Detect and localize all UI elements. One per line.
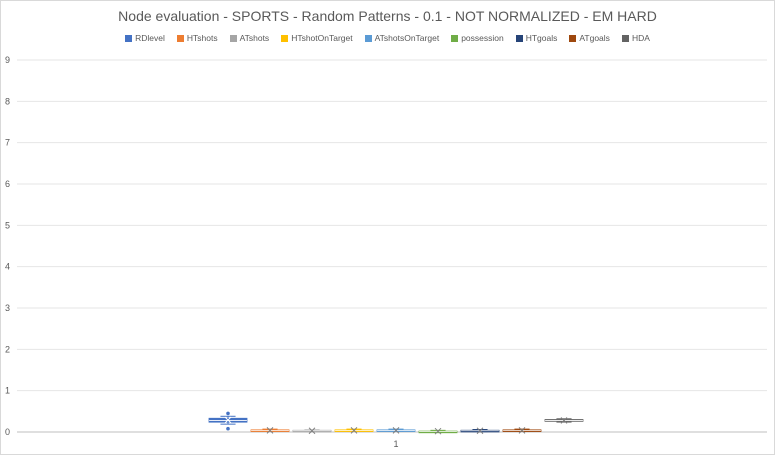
legend-item-hda: HDA: [621, 33, 650, 43]
mean-marker-rdlevel: [224, 416, 232, 424]
mean-marker-atgoals: [518, 426, 526, 434]
y-tick-label: 4: [5, 262, 10, 272]
y-tick-label: 3: [5, 303, 10, 313]
y-tick-label: 2: [5, 344, 10, 354]
y-tick-label: 6: [5, 179, 10, 189]
y-tick-label: 1: [5, 386, 10, 396]
legend-item-atshotsontarget: ATshotsOnTarget: [364, 33, 440, 43]
x-tick-label: 1: [393, 439, 398, 449]
legend-swatch: [364, 34, 372, 42]
mean-marker-atshotsontarget: [392, 426, 400, 434]
chart-title: Node evaluation - SPORTS - Random Patter…: [118, 8, 657, 24]
mean-marker-possession: [434, 427, 442, 435]
y-tick-label: 0: [5, 427, 10, 437]
legend-label: HDA: [631, 33, 650, 43]
legend-label: HTshots: [186, 33, 218, 43]
legend-swatch: [569, 34, 577, 42]
legend-item-htshots: HTshots: [176, 33, 218, 43]
y-tick-label: 5: [5, 220, 10, 230]
mean-marker-hda: [560, 417, 568, 424]
legend-label: HTgoals: [525, 33, 558, 43]
legend-label: possession: [461, 33, 504, 43]
legend-label: HTshotOnTarget: [291, 33, 353, 43]
chart-legend: RDlevel HTshots ATshots HTshotOnTarget ATsho…: [0, 33, 775, 43]
outlier-rdlevel: [226, 411, 230, 416]
y-tick-label: 7: [5, 138, 10, 148]
legend-item-htgoals: HTgoals: [515, 33, 558, 43]
legend-swatch: [229, 34, 237, 42]
y-tick-label: 8: [5, 96, 10, 106]
legend-item-rdlevel: RDlevel: [125, 33, 165, 43]
legend-label: ATshotsOnTarget: [374, 33, 440, 43]
y-tick-label: 9: [5, 55, 10, 65]
mean-marker-atshots: [308, 427, 316, 435]
legend-swatch: [125, 34, 133, 42]
legend-item-possession: possession: [451, 33, 504, 43]
legend-swatch: [281, 34, 289, 42]
legend-label: ATshots: [239, 33, 270, 43]
legend-label: ATgoals: [579, 33, 610, 43]
mean-marker-htshots: [266, 426, 274, 434]
legend-label: RDlevel: [135, 33, 165, 43]
legend-swatch: [176, 34, 184, 42]
outlier-rdlevel: [226, 426, 230, 431]
legend-item-atgoals: ATgoals: [569, 33, 610, 43]
legend-swatch: [621, 34, 629, 42]
mean-marker-htgoals: [476, 427, 484, 435]
mean-marker-htshotontarget: [350, 426, 358, 434]
legend-swatch: [451, 34, 459, 42]
legend-item-htshotontarget: HTshotOnTarget: [281, 33, 353, 43]
legend-swatch: [515, 34, 523, 42]
legend-item-atshots: ATshots: [229, 33, 270, 43]
